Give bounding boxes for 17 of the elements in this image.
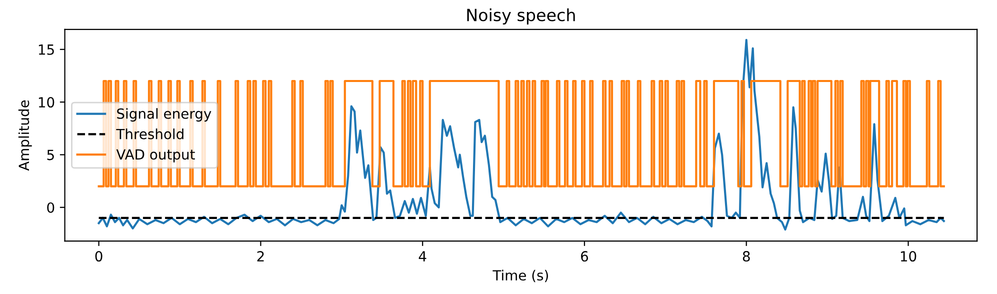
legend-label: Signal energy bbox=[117, 108, 212, 122]
y-tick-label: 5 bbox=[47, 150, 54, 160]
x-axis-title: Time (s) bbox=[492, 270, 548, 282]
y-axis-title: Amplitude bbox=[18, 100, 32, 171]
legend-label: VAD output bbox=[116, 149, 195, 162]
line-series bbox=[98, 38, 945, 231]
x-tick-label: 6 bbox=[581, 251, 588, 262]
legend-label: Threshold bbox=[116, 128, 184, 140]
x-tick-label: 8 bbox=[742, 251, 750, 262]
x-tick-label: 2 bbox=[257, 251, 264, 262]
chart-title: Noisy speech bbox=[467, 8, 575, 25]
y-tick-label: 10 bbox=[38, 97, 54, 108]
x-tick-label: 10 bbox=[900, 251, 916, 262]
x-tick-label: 0 bbox=[95, 251, 102, 262]
x-tick-label: 4 bbox=[418, 251, 426, 262]
y-tick-label: 15 bbox=[38, 44, 54, 55]
y-tick-label: 0 bbox=[47, 202, 54, 213]
